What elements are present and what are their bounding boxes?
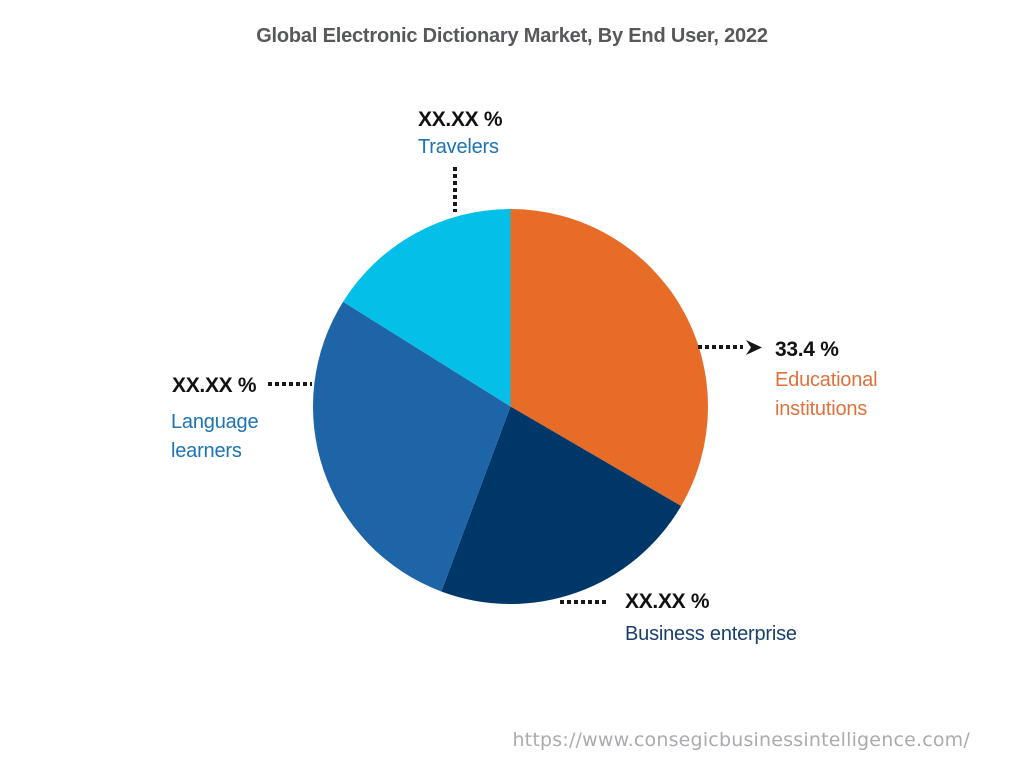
pie-slice-educational-institutions [510, 209, 708, 506]
educational-label-line1: Educational [775, 369, 878, 391]
pie-slice-travelers [343, 209, 511, 407]
pie-slice-language-learners [313, 301, 511, 592]
language-learners-leader-line [268, 382, 312, 386]
language-learners-label-line2: learners [171, 440, 242, 462]
source-url: https://www.consegicbusinessintelligence… [512, 729, 970, 751]
language-learners-label: Language learners [171, 408, 259, 466]
business-enterprise-value: XX.XX % [625, 590, 710, 613]
travelers-value: XX.XX % [418, 108, 503, 131]
educational-leader-line [698, 345, 743, 349]
travelers-leader-line [453, 167, 457, 212]
educational-label: Educational institutions [775, 366, 878, 424]
pie-chart [313, 209, 708, 604]
arrow-right-icon [746, 340, 762, 355]
chart-title: Global Electronic Dictionary Market, By … [256, 25, 768, 47]
business-enterprise-label: Business enterprise [625, 623, 797, 645]
business-enterprise-leader-line [560, 600, 608, 604]
travelers-label: Travelers [418, 136, 499, 158]
language-learners-value: XX.XX % [172, 374, 257, 397]
language-learners-label-line1: Language [171, 411, 259, 433]
educational-label-line2: institutions [775, 398, 868, 420]
educational-value: 33.4 % [775, 338, 839, 361]
pie-slice-business-enterprise [441, 406, 682, 604]
